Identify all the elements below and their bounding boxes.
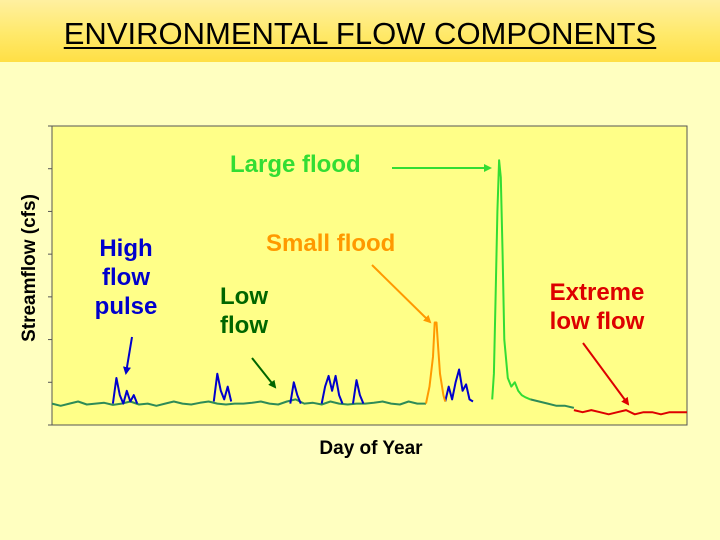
annotation-line: flow: [102, 264, 150, 291]
extreme-low-arrow: [582, 342, 630, 406]
low-flow-arrow: [251, 357, 277, 389]
annotation-line: Large flood: [230, 151, 361, 178]
series-pulse-line: [444, 368, 474, 403]
series-small-line: [425, 321, 447, 404]
annotation-low-flow: Low flow: [220, 282, 268, 340]
annotation-line: Extreme: [549, 279, 645, 306]
y-axis-label: Streamflow (cfs): [19, 194, 40, 342]
x-axis-label: Day of Year: [319, 438, 423, 459]
annotation-extreme-low-flow: Extreme low flow: [537, 278, 657, 336]
series-group: [51, 159, 687, 416]
annotation-small-flood: Small flood: [266, 229, 395, 258]
title-bar: ENVIRONMENTAL FLOW COMPONENTS: [0, 0, 720, 62]
annotation-line: Low: [220, 283, 268, 310]
series-pulse-line: [320, 374, 344, 404]
high-pulse-arrow: [123, 336, 133, 375]
annotation-large-flood: Large flood: [230, 150, 361, 179]
plot-area: [51, 125, 688, 426]
series-low-line: [51, 398, 426, 407]
series-large-line: [491, 159, 531, 401]
series-low-line: [530, 398, 575, 409]
annotation-line: flow: [220, 312, 268, 339]
annotation-line: low flow: [549, 308, 645, 335]
small-flood-arrow: [371, 264, 432, 324]
series-pulse-line: [212, 372, 233, 402]
series-extreme-line: [573, 409, 687, 416]
slide-title: ENVIRONMENTAL FLOW COMPONENTS: [63, 16, 657, 51]
series-pulse-line: [111, 377, 139, 405]
annotation-line: Small flood: [266, 230, 396, 257]
annotation-line: High: [99, 235, 153, 262]
series-pulse-line: [352, 379, 365, 404]
annotation-line: pulse: [94, 293, 158, 320]
annotation-high-flow-pulse: High flow pulse: [78, 234, 174, 321]
series-pulse-line: [289, 381, 302, 404]
y-ticks: [48, 125, 52, 426]
